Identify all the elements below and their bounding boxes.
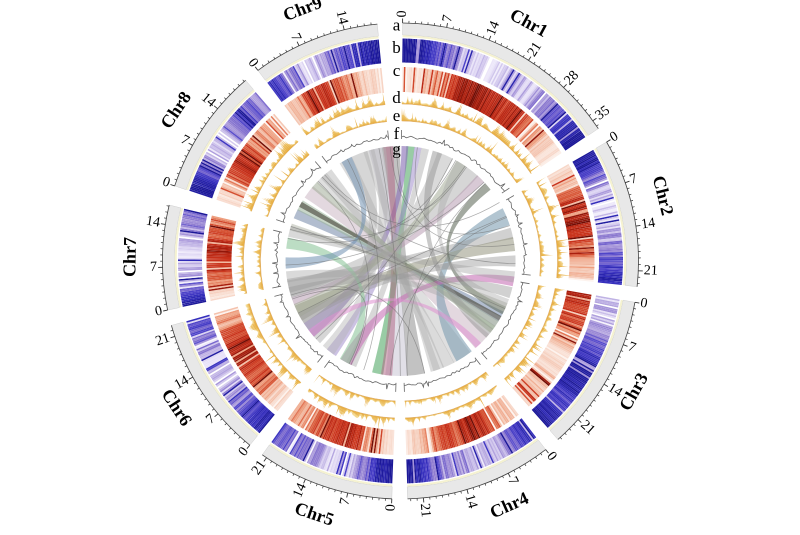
svg-text:21: 21 <box>417 503 433 518</box>
svg-text:14: 14 <box>462 493 480 511</box>
svg-text:b: b <box>392 38 401 57</box>
svg-text:21: 21 <box>154 331 172 350</box>
svg-text:c: c <box>393 61 401 80</box>
svg-text:7: 7 <box>440 14 456 24</box>
svg-text:21: 21 <box>249 458 269 478</box>
svg-text:0: 0 <box>639 296 648 312</box>
svg-text:0: 0 <box>395 10 410 17</box>
svg-text:7: 7 <box>150 260 157 275</box>
svg-text:21: 21 <box>525 40 545 60</box>
svg-text:14: 14 <box>145 214 161 231</box>
svg-text:14: 14 <box>290 481 309 500</box>
svg-text:14: 14 <box>484 19 503 38</box>
svg-text:d: d <box>392 88 401 107</box>
svg-text:14: 14 <box>640 216 656 233</box>
svg-text:0: 0 <box>160 175 171 191</box>
svg-text:f: f <box>394 124 400 143</box>
svg-text:a: a <box>393 16 401 35</box>
svg-text:14: 14 <box>333 9 351 26</box>
svg-text:Chr7: Chr7 <box>119 237 140 277</box>
svg-text:7: 7 <box>337 497 353 507</box>
svg-text:14: 14 <box>172 373 192 393</box>
svg-text:14: 14 <box>605 380 625 400</box>
svg-text:0: 0 <box>384 504 399 512</box>
svg-text:7: 7 <box>626 339 638 356</box>
svg-text:0: 0 <box>154 304 164 320</box>
svg-text:e: e <box>393 106 401 125</box>
svg-text:7: 7 <box>628 171 640 187</box>
svg-text:g: g <box>392 140 401 159</box>
svg-text:21: 21 <box>644 263 659 279</box>
